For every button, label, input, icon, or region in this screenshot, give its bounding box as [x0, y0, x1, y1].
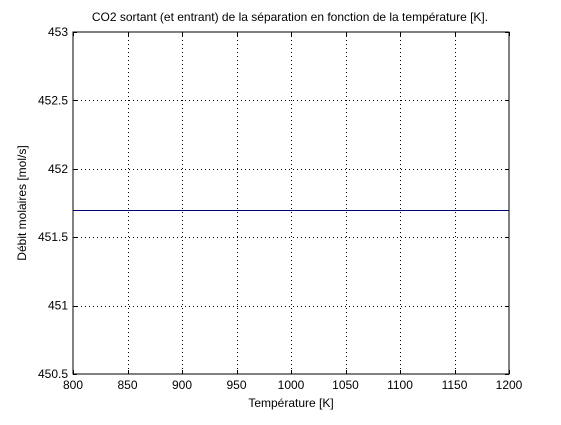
- x-tick-label: 950: [226, 378, 246, 392]
- y-tick-label: 450.5: [38, 367, 68, 381]
- x-tick-label: 1150: [442, 378, 468, 392]
- x-tick-label: 1100: [387, 378, 413, 392]
- x-tick-labels: 800 850 900 950 1000 1050 1100 1150 1200: [63, 378, 523, 392]
- x-tick-label: 1000: [278, 378, 305, 392]
- y-tick-label: 451: [48, 299, 68, 313]
- x-tick-label: 850: [117, 378, 137, 392]
- y-tick-label: 452.5: [38, 93, 68, 107]
- plot-area: [73, 32, 509, 374]
- y-tick-label: 451.5: [38, 230, 68, 244]
- chart-title: CO2 sortant (et entrant) de la séparatio…: [92, 10, 488, 24]
- x-tick-label: 800: [63, 378, 83, 392]
- x-tick-label: 900: [172, 378, 192, 392]
- y-tick-label: 453: [48, 25, 68, 39]
- tick-marks: [73, 32, 510, 375]
- y-tick-labels: 450.5 451 451.5 452 452.5 453: [38, 25, 68, 381]
- y-tick-label: 452: [48, 162, 68, 176]
- x-tick-label: 1050: [332, 378, 359, 392]
- y-axis-label: Débit molaires [mol/s]: [15, 145, 29, 260]
- x-tick-label: 1200: [496, 378, 523, 392]
- grid-lines: [73, 32, 509, 374]
- x-axis-label: Température [K]: [248, 396, 333, 410]
